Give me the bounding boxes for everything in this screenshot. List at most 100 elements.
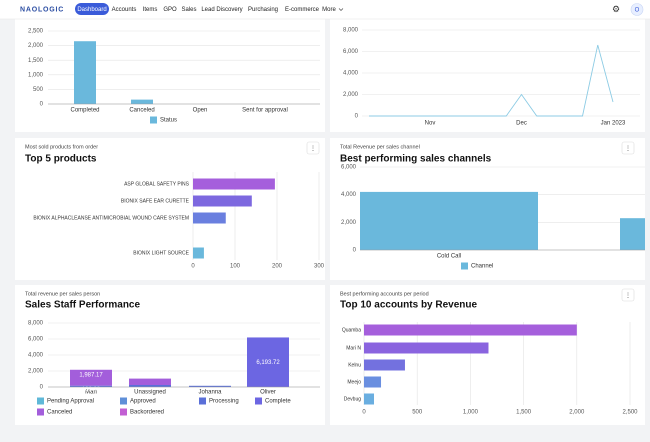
menu-button[interactable] [306, 141, 320, 155]
y-tick-label: 2,000 [343, 92, 359, 98]
bar [364, 376, 382, 388]
top-nav: NAOLOGIC ⚙ O Dashboard Accounts Items GPO Sa… [0, 0, 650, 20]
chart-title: Top 10 accounts by Revenue [340, 300, 478, 311]
bar [131, 99, 153, 104]
bar [620, 218, 645, 250]
chart: 0 2,000 4,000 6,000 8,000 Nov Dec Jan 2023 [343, 28, 640, 127]
legend-swatch [150, 116, 157, 124]
x-tick-label: Mari [85, 390, 97, 396]
line [369, 44, 614, 117]
menu-button[interactable] [621, 141, 635, 155]
y-tick-label: 0 [40, 385, 44, 391]
x-tick-label: Unassigned [134, 390, 166, 396]
x-tick-label: Cold Call [437, 254, 461, 260]
bar-segment [70, 369, 112, 386]
bar-segment [70, 385, 112, 387]
x-tick-label: 2,500 [622, 410, 638, 416]
y-tick-label: 1,000 [28, 72, 44, 78]
menu-icon: ⋮ [625, 292, 632, 299]
x-tick-label: Canceled [129, 108, 154, 114]
bar [74, 41, 96, 104]
panel [15, 138, 325, 280]
nav-bar [0, 0, 650, 19]
legend-swatch [120, 408, 127, 416]
y-tick-label: 2,500 [28, 29, 44, 35]
y-tick-label: 4,000 [343, 71, 359, 77]
data-label: 166.03 [82, 387, 101, 393]
legend-label: Pending Approval [47, 399, 94, 405]
menu-icon: ⋮ [310, 145, 317, 152]
bar [193, 247, 204, 259]
nav-item[interactable]: Items [143, 7, 158, 13]
nav-item[interactable]: GPO [163, 7, 177, 13]
y-tick-label: Devbug [344, 396, 361, 402]
legend-swatch [255, 397, 262, 405]
panel [330, 10, 645, 132]
bar [193, 195, 252, 207]
panel [330, 285, 645, 425]
y-tick-label: 2,000 [28, 369, 44, 375]
bar [193, 212, 226, 224]
legend-label: Backordered [130, 410, 164, 416]
legend-label: Approved [130, 399, 156, 405]
legend-swatch [461, 262, 468, 270]
y-tick-label: 6,000 [28, 337, 44, 343]
chart-title: Sales Staff Performance [25, 300, 140, 311]
x-tick-label: 2,000 [569, 410, 585, 416]
y-tick-label: 2,000 [28, 43, 44, 49]
x-tick-label: 0 [362, 410, 366, 416]
x-tick-label: Sent for approval [242, 108, 288, 114]
nav-item[interactable]: E-commerce [285, 7, 320, 13]
legend-swatch [37, 397, 44, 405]
chart-subtitle: Total Revenue per sales channel [340, 144, 420, 150]
y-tick-label: BIONIX LIGHT SOURCE [133, 250, 189, 256]
y-tick-label: 4,000 [341, 192, 357, 198]
y-tick-label: Meejo [347, 379, 361, 385]
legend-label: Status [160, 118, 177, 124]
y-tick-label: Mari N [346, 345, 361, 351]
chart-title: Top 5 products [25, 154, 97, 165]
settings-icon[interactable]: ⚙ [612, 4, 620, 14]
x-tick-label: 1,000 [463, 410, 479, 416]
y-tick-label: 8,000 [28, 321, 44, 327]
chart-title: Best performing sales channels [340, 154, 492, 165]
nav-item[interactable]: Sales [181, 7, 196, 13]
chart-subtitle: Best performing accounts per period [340, 291, 429, 297]
chart: 0 500 1,000 1,500 2,000 2,500 Completed Cancele… [28, 29, 320, 124]
chart-subtitle: Most sold products from order [25, 144, 98, 150]
y-tick-label: 1,500 [28, 58, 44, 64]
x-tick-label: 200 [272, 264, 283, 270]
legend-swatch [120, 397, 127, 405]
legend-label: Channel [471, 264, 493, 270]
y-tick-label: 4,000 [28, 353, 44, 359]
data-label: 1,987.17 [79, 372, 103, 378]
x-tick-label: Jan 2023 [601, 121, 626, 127]
x-tick-label: 500 [412, 410, 423, 416]
x-tick-label: 300 [314, 264, 325, 270]
y-tick-label: 8,000 [343, 28, 359, 34]
nav-item[interactable]: Dashboard [77, 7, 106, 13]
avatar[interactable] [630, 3, 644, 16]
data-label: 6,193.72 [256, 360, 280, 366]
x-tick-label: Johanna [198, 390, 222, 396]
chart: Total revenue per sales person Sales Sta… [25, 291, 320, 416]
menu-button[interactable] [621, 288, 635, 302]
nav-item[interactable]: Accounts [112, 7, 137, 13]
bar [364, 359, 405, 371]
chart: Best performing accounts per period Top … [340, 288, 638, 416]
x-tick-label: Completed [70, 108, 99, 114]
bar-segment [129, 385, 171, 387]
y-tick-label: 6,000 [341, 165, 357, 171]
legend-label: Complete [265, 399, 291, 405]
nav-item[interactable]: Lead Discovery [201, 7, 242, 13]
nav-item[interactable]: Purchasing [248, 7, 278, 13]
nav-item[interactable]: More [322, 7, 336, 13]
bar-segment [247, 337, 289, 387]
y-tick-label: 0 [353, 248, 357, 254]
menu-icon: ⋮ [625, 145, 632, 152]
chart-subtitle: Total revenue per sales person [25, 291, 100, 297]
y-tick-label: BIONIX ALPHACLEANSE ANTIMICROBIAL WOUND … [33, 215, 189, 221]
legend-label: Canceled [47, 410, 72, 416]
nav-active[interactable] [75, 3, 109, 15]
chevron [338, 8, 344, 11]
